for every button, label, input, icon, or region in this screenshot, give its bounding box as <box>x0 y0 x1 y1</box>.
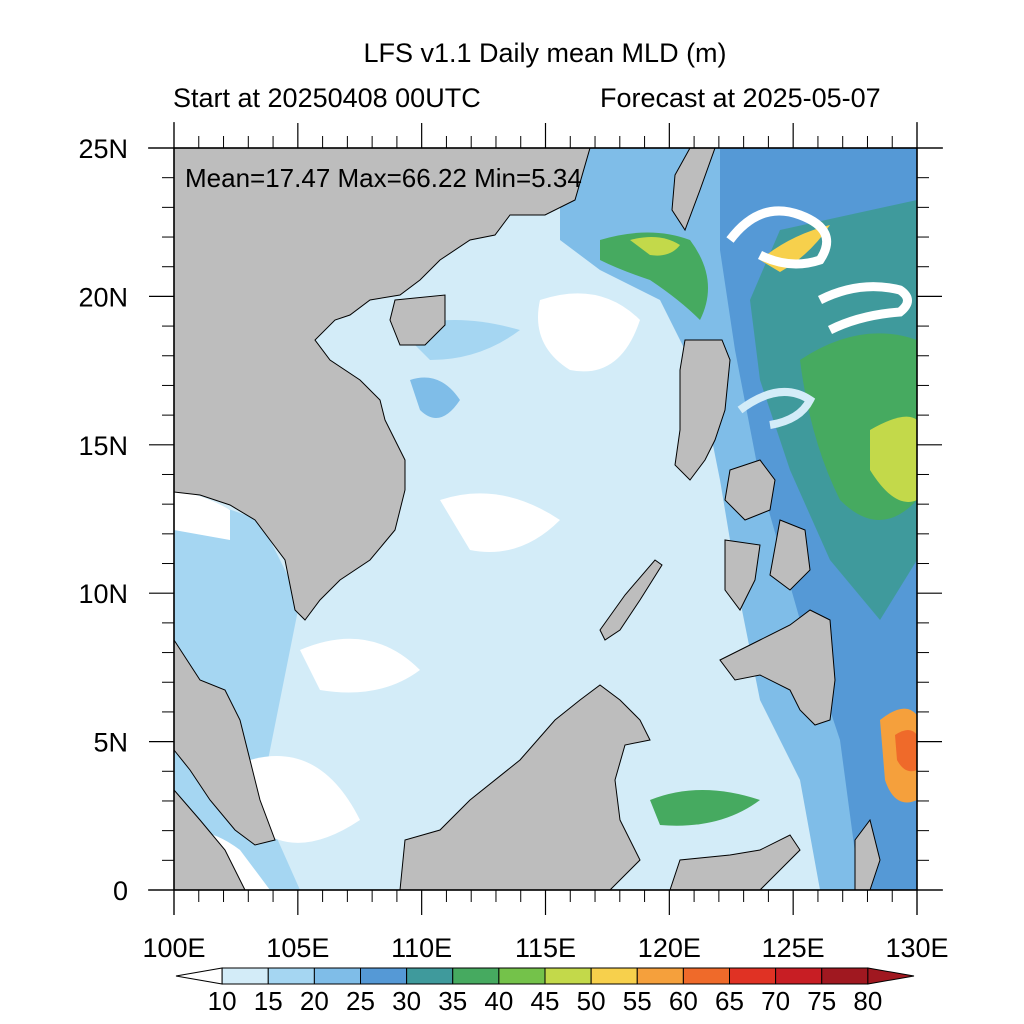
colorbar-swatch <box>775 967 823 985</box>
colorbar-swatch <box>267 967 315 985</box>
colorbar: 10 15 20 25 30 35 40 45 50 55 60 65 70 75 80 <box>175 967 915 1016</box>
colorbar-label: 75 <box>807 986 836 1016</box>
mld-low-patch <box>538 293 640 372</box>
colorbar-upper-triangle <box>867 967 915 985</box>
y-ticks: 0 5N 10N 15N 20N 25N <box>78 134 942 906</box>
start-time-label: Start at 20250408 00UTC <box>173 83 481 113</box>
colorbar-label: 40 <box>484 986 513 1016</box>
x-tick-label: 115E <box>515 933 576 963</box>
x-tick-label: 105E <box>266 933 329 963</box>
colorbar-swatch <box>313 967 361 985</box>
mld-zone <box>630 236 680 256</box>
stats-text: Mean=17.47 Max=66.22 Min=5.34 <box>185 163 582 193</box>
mld-filament <box>817 282 912 335</box>
mld-low-patch <box>250 756 360 843</box>
x-tick-label: 130E <box>885 933 948 963</box>
colorbar-label: 30 <box>392 986 421 1016</box>
colorbar-label: 50 <box>577 986 606 1016</box>
colorbar-swatch <box>406 967 454 985</box>
colorbar-swatch <box>590 967 638 985</box>
colorbar-label: 60 <box>669 986 698 1016</box>
mld-zone <box>870 416 917 502</box>
mld-filament <box>737 388 816 429</box>
land <box>174 148 881 890</box>
colorbar-label: 70 <box>761 986 790 1016</box>
colorbar-swatch <box>636 967 684 985</box>
mld-zone <box>895 730 917 772</box>
mld-low-patch <box>440 493 560 552</box>
colorbar-label: 80 <box>853 986 882 1016</box>
colorbar-swatch <box>452 967 500 985</box>
colorbar-swatch <box>544 967 592 985</box>
mld-zone <box>600 232 708 320</box>
y-tick-label: 20N <box>78 282 128 312</box>
forecast-date-label: Forecast at 2025-05-07 <box>600 83 881 113</box>
mld-filament <box>726 206 832 269</box>
mld-zone <box>650 790 760 826</box>
colorbar-swatch <box>221 967 269 985</box>
map-title: LFS v1.1 Daily mean MLD (m) <box>363 38 727 68</box>
mld-zone <box>410 377 460 418</box>
y-tick-label: 10N <box>78 579 128 609</box>
y-tick-label: 15N <box>78 431 128 461</box>
x-ticks: 100E 105E 110E 115E 120E 125E 130E <box>142 123 949 963</box>
x-tick-label: 100E <box>142 933 205 963</box>
colorbar-label: 15 <box>254 986 283 1016</box>
colorbar-label: 55 <box>623 986 652 1016</box>
colorbar-label: 65 <box>715 986 744 1016</box>
colorbar-swatch <box>360 967 408 985</box>
x-tick-label: 110E <box>391 933 452 963</box>
mld-field <box>174 148 917 890</box>
colorbar-swatch <box>682 967 730 985</box>
x-tick-label: 120E <box>638 933 701 963</box>
y-tick-label: 5N <box>93 728 128 758</box>
colorbar-label: 20 <box>300 986 329 1016</box>
x-tick-label: 125E <box>762 933 825 963</box>
colorbar-swatch <box>729 967 777 985</box>
mld-low-patch <box>174 490 230 540</box>
colorbar-label: 45 <box>531 986 560 1016</box>
colorbar-swatch <box>821 967 869 985</box>
mld-low-patch <box>300 638 420 693</box>
y-tick-label: 0 <box>113 876 128 906</box>
colorbar-label: 35 <box>438 986 467 1016</box>
y-tick-label: 25N <box>78 134 128 164</box>
colorbar-lower-triangle <box>175 967 223 985</box>
colorbar-label: 10 <box>208 986 237 1016</box>
colorbar-swatch <box>498 967 546 985</box>
colorbar-label: 25 <box>346 986 375 1016</box>
